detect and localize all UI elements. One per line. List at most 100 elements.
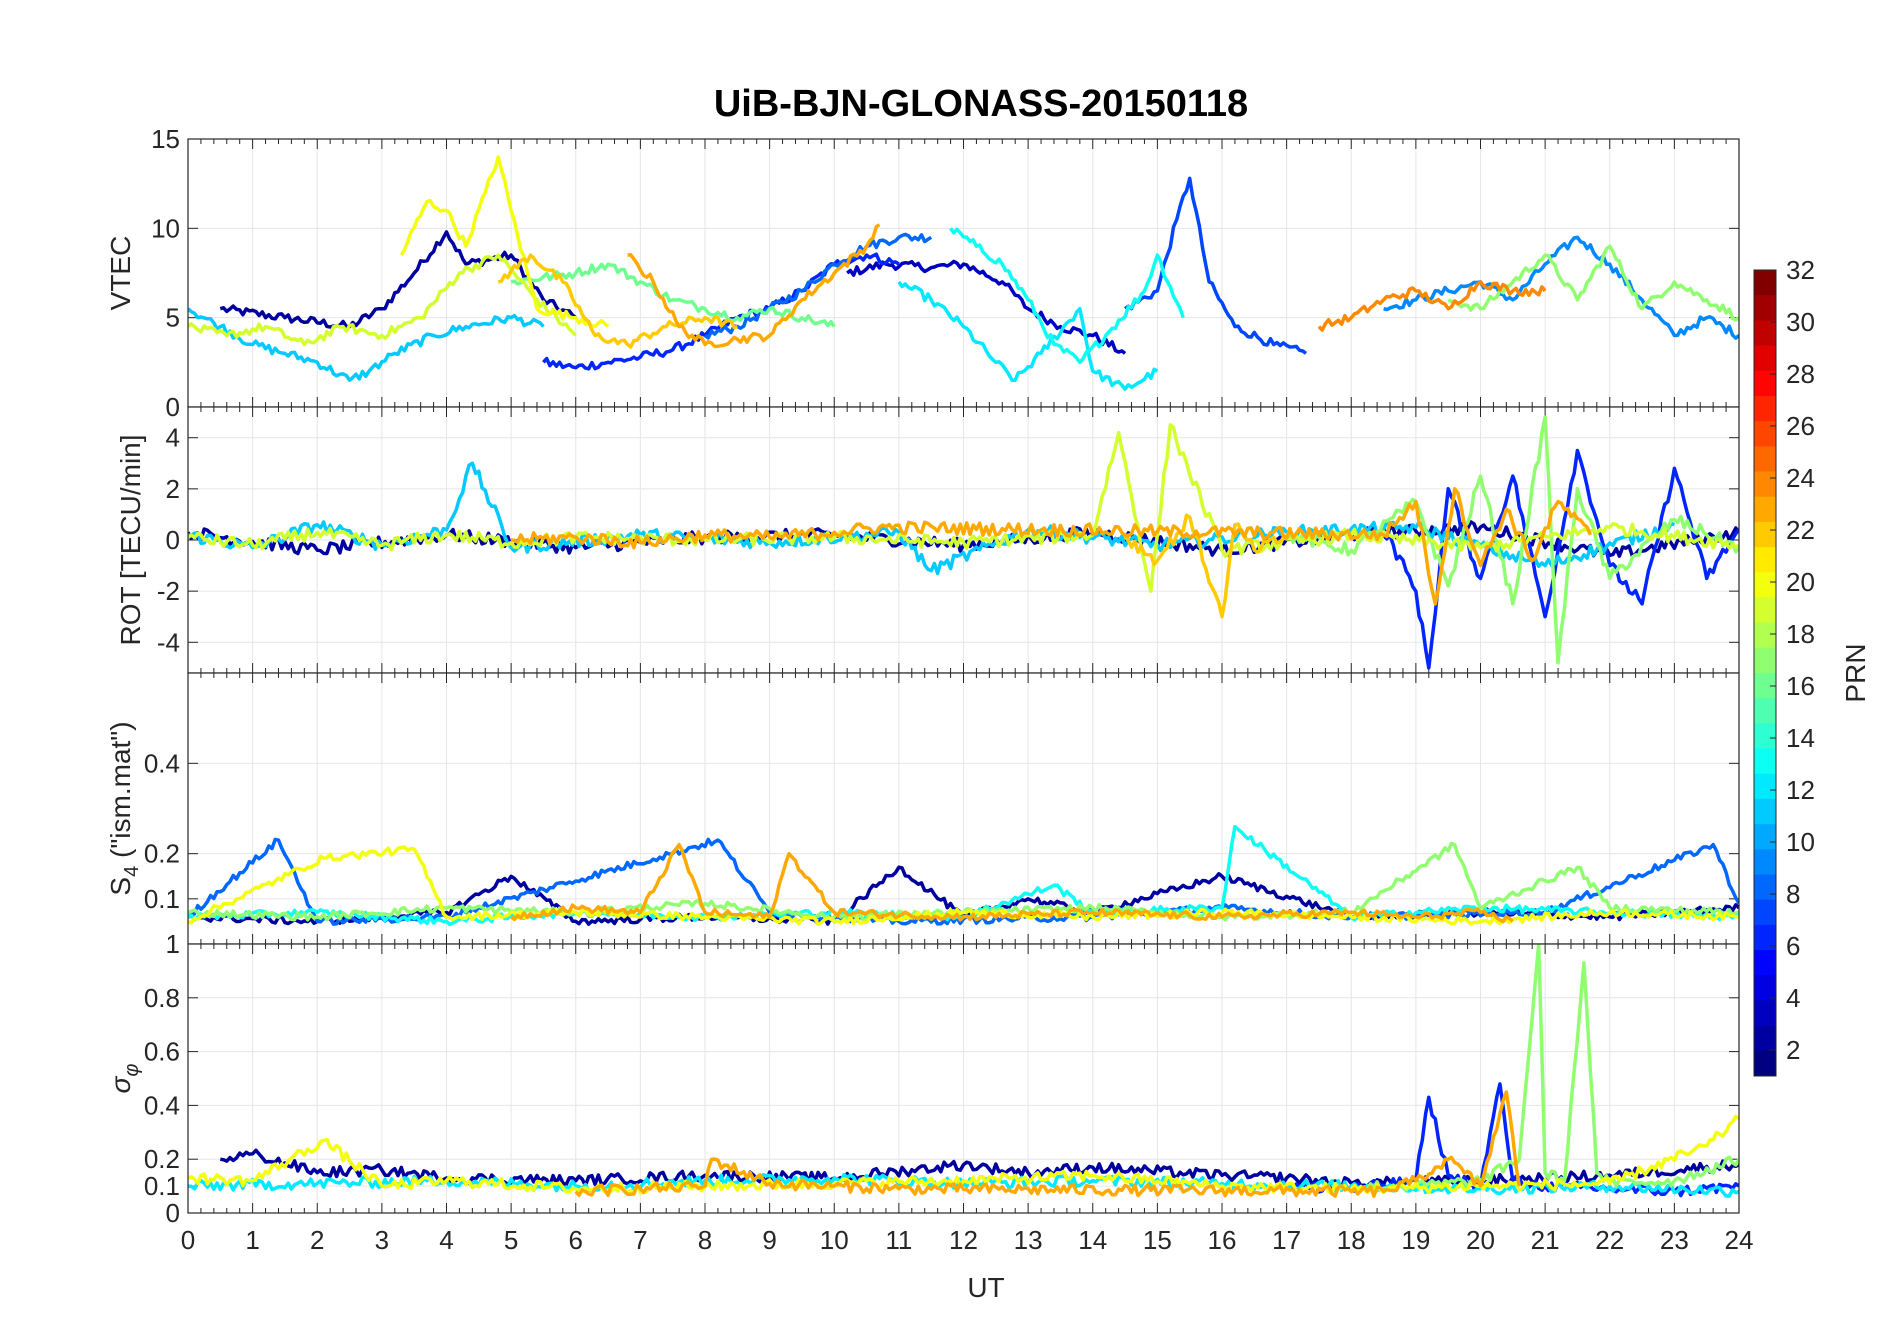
colorbar-tick-label: 24 [1786, 463, 1815, 493]
x-tick-label: 15 [1143, 1225, 1172, 1255]
x-tick-label: 23 [1660, 1225, 1689, 1255]
s4-y-tick-label: 0.1 [144, 884, 180, 914]
colorbar-frame [1753, 269, 1777, 1077]
vtec-series-prn-23 [627, 223, 881, 349]
colorbar-segment [1754, 446, 1776, 472]
rot-y-axis-label: ROT [TECU/min] [115, 434, 146, 645]
rot-series-prn-23 [510, 487, 1593, 606]
x-axis-label: UT [967, 1272, 1004, 1303]
x-tick-label: 18 [1337, 1225, 1366, 1255]
vtec-series-prn-17 [1447, 244, 1739, 322]
s4-y-tick-label: 0.4 [144, 748, 180, 778]
colorbar-tick-label: 26 [1786, 411, 1815, 441]
vtec-series-prn-13 [949, 227, 1185, 365]
sigma-frame [187, 943, 1740, 1214]
x-tick-label: 14 [1078, 1225, 1107, 1255]
panel-sigma: 00.10.2 0.4 0.6 0.8 1 σφ [105, 929, 1740, 1228]
colorbar-segment [1754, 597, 1776, 624]
x-tick-label: 0 [181, 1225, 195, 1255]
colorbar-segment [1754, 421, 1776, 447]
x-tick-label: 10 [820, 1225, 849, 1255]
x-axis-group: 0 1 2 3 4 5 6 7 8 9 10 11 12 13 14 15 16 17 18 19 20 21 22 23 24 [181, 1225, 1754, 1255]
sigma-y-axis-label: σφ [105, 1064, 143, 1094]
colorbar-tick-label: 28 [1786, 359, 1815, 389]
colorbar-tick-label: 6 [1786, 931, 1800, 961]
sigma-series-group [188, 944, 1739, 1198]
colorbar-segment [1754, 647, 1776, 674]
s4-y-tick-label: 0.2 [144, 839, 180, 869]
rot-series-prn-17 [1285, 415, 1739, 665]
colorbar-tick-label: 30 [1786, 307, 1815, 337]
colorbar-tick-label: 10 [1786, 827, 1815, 857]
colorbar-tick-label: 18 [1786, 619, 1815, 649]
sigma-y-tick-label: 0.4 [144, 1090, 180, 1120]
x-tick-label: 24 [1725, 1225, 1754, 1255]
x-tick-label: 11 [885, 1225, 912, 1255]
vtec-series-prn-16 [510, 262, 836, 328]
vtec-y-axis-label: VTEC [105, 236, 136, 311]
vtec-series-group [188, 155, 1739, 391]
vtec-y-tick-label: 10 [151, 213, 180, 243]
colorbar-segment [1754, 1050, 1776, 1077]
vtec-series-prn-11 [188, 307, 545, 382]
rot-y-tick-label: 4 [166, 423, 180, 453]
colorbar-segment [1754, 698, 1776, 724]
colorbar-label: PRN [1840, 643, 1871, 702]
s4-series-prn-23 [510, 842, 1514, 924]
sigma-y-tick-label: 1 [166, 929, 180, 959]
x-tick-label: 6 [569, 1225, 583, 1255]
rot-y-tick-label: -4 [157, 627, 180, 657]
colorbar-segment [1754, 521, 1776, 548]
colorbar-segment [1754, 471, 1776, 498]
x-tick-label: 17 [1272, 1225, 1301, 1255]
panel-s4: 0.10.20.4S4 ("ism.mat") [105, 672, 1740, 945]
vtec-series-prn-3 [846, 259, 1127, 355]
rot-series-group [188, 415, 1739, 670]
panel-rot: -4 -2 0 2 4 ROT [TECU/min] [115, 406, 1740, 674]
sigma-y-label-sub: φ [121, 1064, 143, 1077]
colorbar-segment [1754, 673, 1776, 699]
colorbar-segment [1754, 1000, 1776, 1027]
colorbar-segment [1754, 899, 1776, 926]
colorbar-tick-label: 20 [1786, 567, 1815, 597]
sigma-y-tick-label: 0.6 [144, 1037, 180, 1067]
rot-series-prn-19 [188, 423, 1739, 593]
s4-y-label-main: S [105, 877, 136, 896]
colorbar-segment [1754, 798, 1776, 825]
panel-vtec: 0 5 10 15 VTEC [105, 124, 1740, 422]
colorbar-segment [1754, 950, 1776, 976]
x-tick-label: 22 [1595, 1225, 1624, 1255]
x-tick-label: 12 [949, 1225, 978, 1255]
colorbar-segment [1754, 622, 1776, 649]
colorbar-tick-label: 8 [1786, 879, 1800, 909]
colorbar-segment [1754, 1025, 1776, 1052]
sigma-series-prn-23 [574, 1090, 1522, 1198]
s4-y-label-sub: 4 [121, 866, 143, 877]
colorbar-tick-label: 12 [1786, 775, 1815, 805]
s4-series-group [188, 824, 1739, 927]
sigma-y-tick-label: 0.8 [144, 983, 180, 1013]
colorbar-tick-label: 14 [1786, 723, 1815, 753]
vtec-series-prn-20 [399, 155, 610, 328]
vtec-y-tick-label: 5 [166, 303, 180, 333]
colorbar-tick-label: 32 [1786, 255, 1815, 285]
x-tick-label: 8 [698, 1225, 712, 1255]
colorbar-tick-label: 4 [1786, 983, 1800, 1013]
colorbar-tick-label: 22 [1786, 515, 1815, 545]
vtec-y-tick-label: 0 [166, 392, 180, 422]
x-tick-label: 13 [1014, 1225, 1043, 1255]
colorbar-tick-label: 16 [1786, 671, 1815, 701]
x-tick-label: 3 [375, 1225, 389, 1255]
rot-y-tick-label: 2 [166, 474, 180, 504]
x-tick-label: 7 [633, 1225, 647, 1255]
x-tick-label: 2 [310, 1225, 324, 1255]
colorbar-segment [1754, 773, 1776, 800]
vtec-series-prn-7 [1124, 176, 1308, 355]
colorbar-segment [1754, 824, 1776, 850]
colorbar-segment [1754, 320, 1776, 347]
colorbar-segment [1754, 270, 1776, 296]
vtec-series-prn-12 [897, 280, 1159, 391]
